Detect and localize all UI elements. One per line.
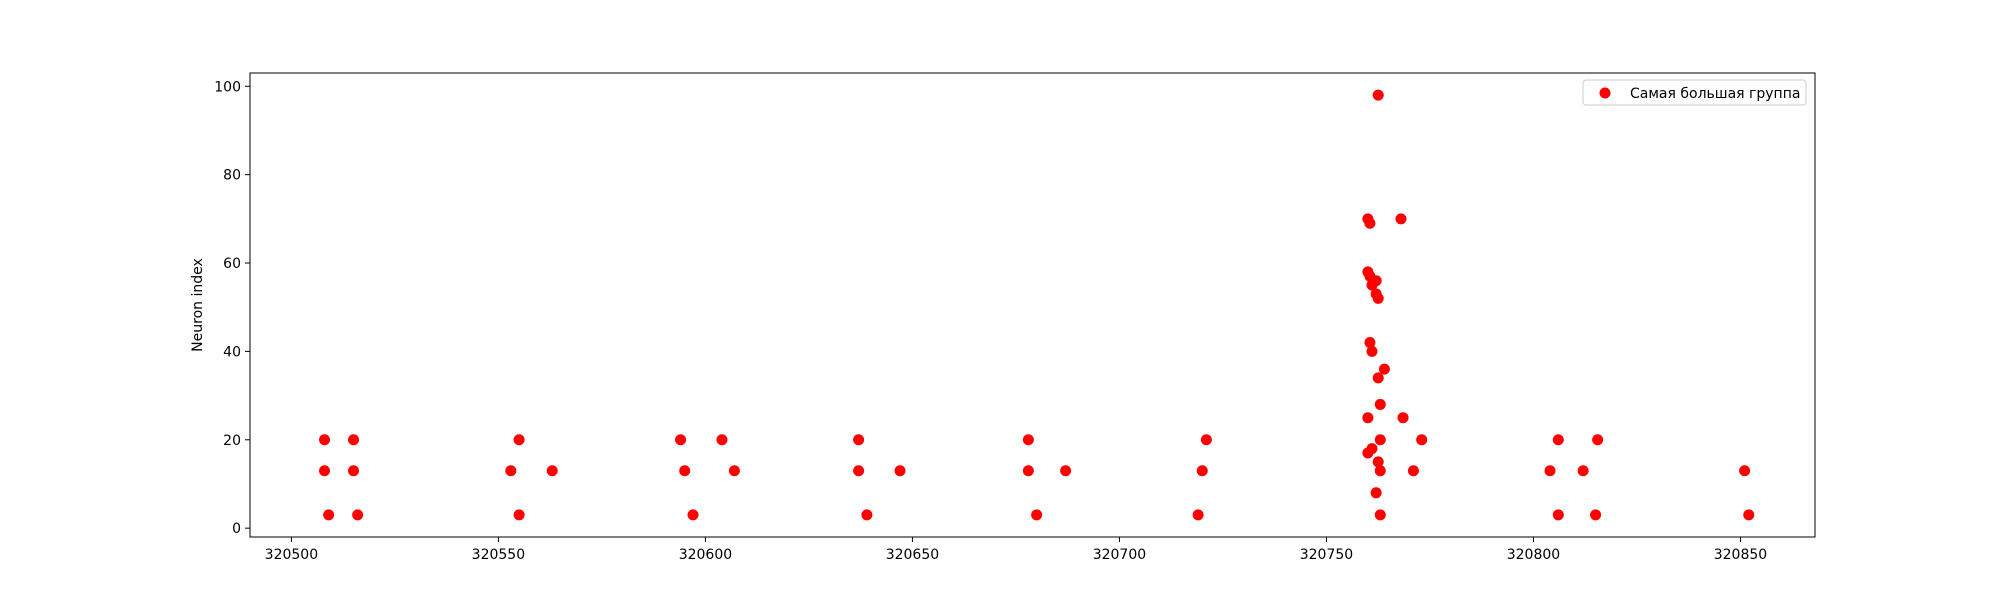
data-point [1370,275,1382,287]
data-point [1372,292,1384,304]
x-tick-label: 320750 [1300,547,1353,563]
data-point [319,465,331,477]
x-tick-label: 320850 [1714,547,1767,563]
data-point [853,465,865,477]
data-point [323,509,335,521]
data-point [1372,456,1384,468]
data-point [1372,89,1384,101]
legend-marker [1599,87,1611,99]
legend-box [1582,79,1807,106]
y-axis-ticks: 0 20 40 60 80 100 [214,79,250,537]
x-axis-ticks: 320500 320550 320600 320650 320700 320750 3208… [265,537,1767,563]
data-point [861,509,873,521]
data-point [687,509,699,521]
y-tick-label: 100 [214,79,241,95]
data-point [1378,363,1390,375]
data-point [1060,465,1072,477]
data-point [1022,434,1034,446]
data-point [352,509,364,521]
data-point [1374,509,1386,521]
data-point [1374,465,1386,477]
data-point [348,434,360,446]
data-point [1370,487,1382,499]
data-point [1031,509,1043,521]
x-tick-label: 320700 [1093,547,1146,563]
y-tick-label: 80 [223,168,241,184]
data-point [1364,217,1376,229]
data-point [679,465,691,477]
data-point [1372,372,1384,384]
data-point [1416,434,1428,446]
data-point [1366,345,1378,357]
data-point [716,434,728,446]
data-point [1192,509,1204,521]
data-point [1592,434,1604,446]
data-point [1577,465,1589,477]
data-point [894,465,906,477]
y-tick-label: 60 [223,256,241,272]
data-point [1395,213,1407,225]
data-point [1200,434,1212,446]
data-point [1743,509,1755,521]
legend-label: Самая большая группа [1630,86,1800,102]
x-tick-label: 320550 [472,547,525,563]
data-point [546,465,558,477]
data-point [675,434,687,446]
data-point [513,434,525,446]
data-point [853,434,865,446]
data-point [1374,398,1386,410]
y-tick-label: 20 [223,433,241,449]
data-point [1374,434,1386,446]
legend: Самая большая группа [1582,79,1807,106]
data-point [1739,465,1751,477]
plot-area-frame [249,72,1816,538]
data-point [1544,465,1556,477]
x-tick-label: 320800 [1507,547,1560,563]
x-tick-label: 320650 [886,547,939,563]
data-point [728,465,740,477]
x-tick-label: 320600 [679,547,732,563]
data-point [1407,465,1419,477]
data-point [1366,443,1378,455]
data-point [1362,412,1374,424]
data-points [319,89,1755,521]
data-point [1552,509,1564,521]
y-tick-label: 0 [232,521,241,537]
data-point [1364,337,1376,349]
y-tick-label: 40 [223,344,241,360]
data-point [1196,465,1208,477]
data-point [319,434,331,446]
x-tick-label: 320500 [265,547,318,563]
data-point [348,465,360,477]
data-point [1022,465,1034,477]
data-point [513,509,525,521]
data-point [1590,509,1602,521]
y-axis-label: Neuron index [190,258,206,352]
data-point [1397,412,1409,424]
data-point [505,465,517,477]
data-point [1552,434,1564,446]
